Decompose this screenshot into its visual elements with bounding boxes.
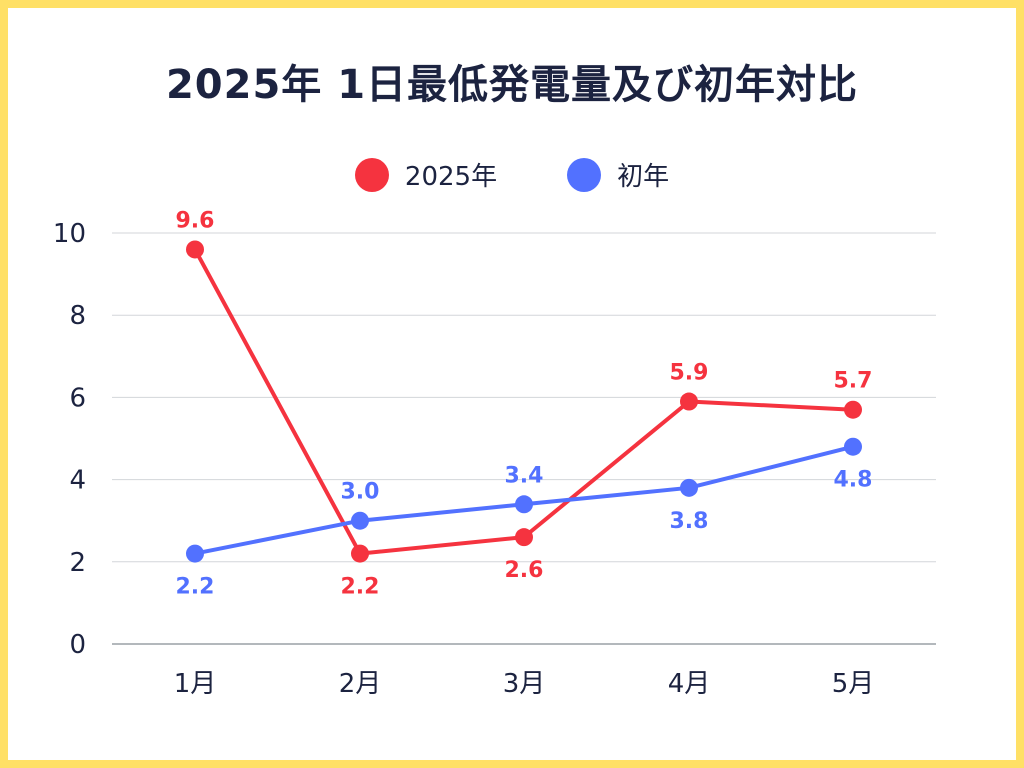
- line-chart: 0 2 4 6 8 10 1月 2月 3月 4月 5月 9.6 2.2 2.6 5.9 5.7 2.2 3.0 3.…: [53, 208, 936, 699]
- x-tick-label: 5月: [832, 669, 875, 699]
- legend-item-first-year: 初年: [567, 156, 669, 193]
- data-point: [515, 495, 533, 514]
- data-point: [680, 478, 698, 497]
- x-tick-label: 1月: [174, 669, 217, 699]
- data-label: 3.4: [505, 463, 544, 488]
- data-label: 3.0: [341, 480, 380, 505]
- data-point: [515, 528, 533, 547]
- data-label: 2.2: [176, 575, 215, 600]
- legend-item-2025: 2025年: [354, 156, 498, 193]
- x-tick-label: 3月: [503, 669, 546, 699]
- chart-title: 2025年 1日最低発電量及び初年対比: [165, 62, 859, 108]
- data-point: [844, 400, 862, 419]
- data-label: 2.6: [505, 558, 544, 583]
- data-point: [351, 511, 369, 530]
- y-tick-label: 2: [69, 548, 86, 578]
- data-point: [186, 240, 204, 259]
- legend-marker-first-year: [567, 157, 602, 192]
- y-tick-label: 4: [69, 466, 86, 496]
- y-tick-label: 6: [69, 383, 86, 413]
- data-label: 3.8: [670, 509, 709, 534]
- legend-label-2025: 2025年: [404, 162, 498, 192]
- legend-marker-2025: [354, 157, 389, 192]
- chart-frame: 2025年 1日最低発電量及び初年対比 2025年 初年 0 2 4 6 8 10 1月 2月…: [8, 8, 1016, 760]
- y-tick-label: 0: [69, 630, 86, 660]
- data-label: 5.7: [834, 369, 873, 394]
- y-tick-label: 8: [69, 301, 86, 331]
- data-point: [680, 392, 698, 411]
- y-tick-label: 10: [53, 219, 86, 249]
- chart-legend: 2025年 初年: [8, 156, 1016, 193]
- legend-label-first-year: 初年: [617, 162, 670, 192]
- data-point: [844, 437, 862, 456]
- data-label: 5.9: [670, 361, 709, 386]
- data-label: 2.2: [341, 575, 380, 600]
- data-point: [186, 544, 204, 563]
- data-label: 9.6: [176, 208, 215, 233]
- data-label: 4.8: [834, 468, 873, 493]
- x-tick-label: 2月: [339, 669, 382, 699]
- data-point: [351, 544, 369, 563]
- x-tick-label: 4月: [668, 669, 711, 699]
